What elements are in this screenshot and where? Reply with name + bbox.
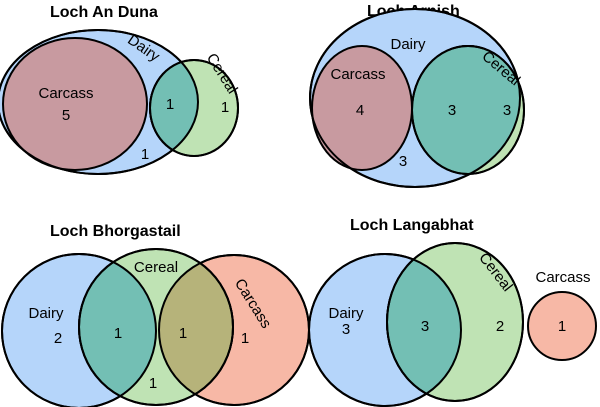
- dairy-count: 1: [141, 146, 149, 163]
- panel-loch-bhorgastail: Loch Bhorgastail Dairy 2 Cereal Carcass …: [1, 223, 310, 407]
- dairy-cereal-count: 1: [166, 96, 174, 113]
- dairy-count: 3: [399, 153, 407, 170]
- carcass-label: Carcass: [330, 66, 385, 83]
- carcass-count: 1: [558, 318, 566, 335]
- panel-loch-an-duna: Loch An Duna Dairy Cereal Carcass 5 1 1 …: [0, 4, 241, 175]
- dairy-label: Dairy: [328, 305, 364, 322]
- cereal-outline: [411, 45, 525, 175]
- cereal-count: 2: [496, 318, 504, 335]
- dairy-outline: [309, 8, 521, 188]
- cereal-count: 1: [149, 375, 157, 392]
- carcass-label: Carcass: [38, 85, 93, 102]
- dairy-label: Dairy: [28, 305, 64, 322]
- dairy-count: 3: [342, 321, 350, 338]
- dairy-cereal-count: 3: [421, 318, 429, 335]
- panel-title: Loch Langabhat: [350, 217, 474, 234]
- dairy-cereal-count: 3: [448, 102, 456, 119]
- cereal-count: 1: [221, 99, 229, 116]
- cereal-outline: [149, 59, 239, 157]
- cereal-label: Cereal: [134, 259, 178, 276]
- dairy-outline: [1, 253, 157, 407]
- carcass-count: 1: [241, 330, 249, 347]
- dairy-count: 2: [54, 330, 62, 347]
- cereal-outline: [78, 248, 234, 406]
- dairy-label: Dairy: [390, 36, 426, 53]
- dairy-outline: [308, 253, 462, 407]
- dairy-cereal-count: 1: [114, 325, 122, 342]
- carcass-set: [527, 291, 597, 361]
- cereal-outline: [386, 242, 524, 402]
- panel-loch-arnish: Loch Arnish Dairy Cereal Carcass 4 3 3 3: [309, 3, 525, 188]
- carcass-count: 4: [356, 102, 364, 119]
- cereal-count: 3: [503, 102, 511, 119]
- cereal-carcass-count: 1: [179, 325, 187, 342]
- dairy-outline: [0, 29, 199, 175]
- carcass-set: [2, 37, 148, 171]
- carcass-count: 5: [62, 107, 70, 124]
- panel-loch-langabhat: Loch Langabhat Carcass 1 Dairy 3 Cereal …: [308, 217, 597, 407]
- carcass-label: Carcass: [535, 269, 590, 286]
- panel-title: Loch Bhorgastail: [50, 223, 181, 240]
- panel-title: Loch An Duna: [50, 4, 158, 21]
